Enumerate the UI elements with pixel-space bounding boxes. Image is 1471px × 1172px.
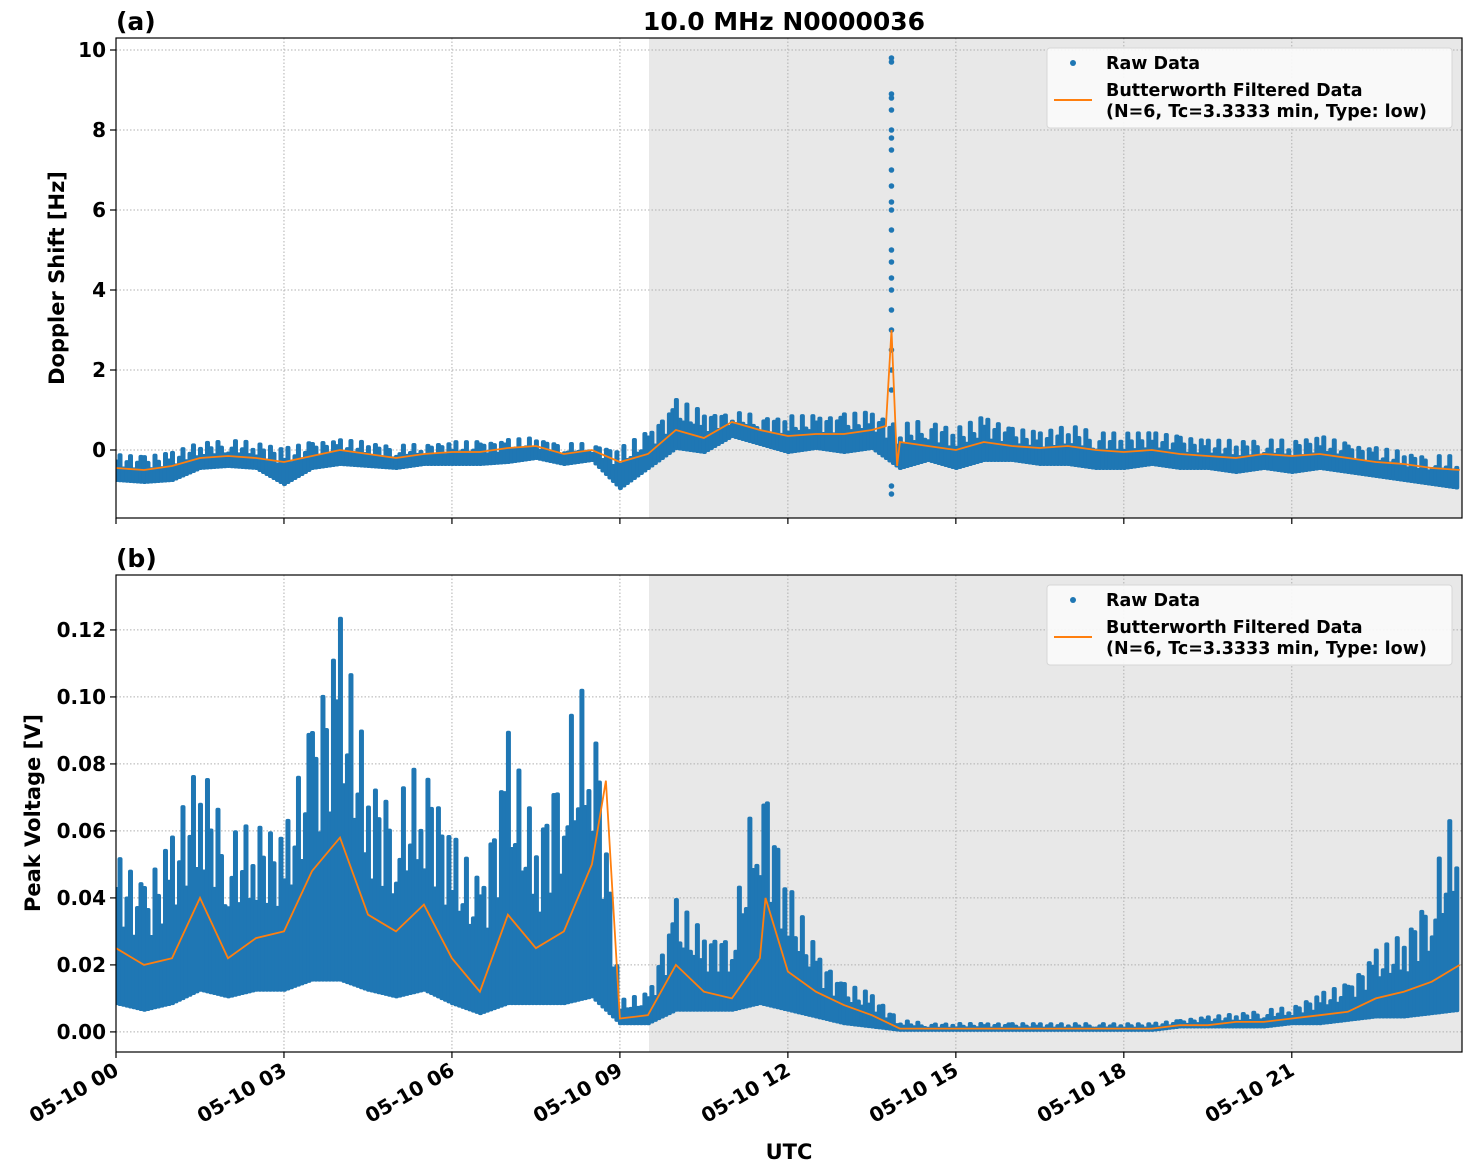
legend-filtered-params: (N=6, Tc=3.3333 min, Type: low)	[1106, 639, 1427, 659]
y-tick-label: 0.10	[57, 685, 106, 709]
raw-data-point	[888, 207, 895, 213]
legend-filtered-label: Butterworth Filtered Data	[1106, 618, 1363, 638]
raw-data-point	[888, 147, 895, 153]
filtered-data-line	[116, 780, 1461, 1030]
raw-data-point	[888, 483, 895, 489]
raw-data-point	[888, 247, 895, 253]
raw-data-point	[888, 167, 895, 173]
raw-data-point	[888, 95, 895, 101]
y-tick-label: 4	[92, 278, 106, 302]
raw-data-point	[888, 91, 895, 97]
legend-filtered-label: Butterworth Filtered Data	[1106, 81, 1363, 101]
raw-data-point	[888, 107, 895, 113]
raw-data-point	[888, 55, 895, 61]
raw-data-point	[888, 275, 895, 281]
x-tick-label: 05-10 06	[361, 1058, 459, 1128]
legend-raw-marker	[1070, 597, 1076, 603]
raw-data-point	[888, 287, 895, 293]
y-axis-label-a: Doppler Shift [Hz]	[45, 171, 69, 385]
raw-data-point	[888, 127, 895, 133]
raw-data-point	[888, 199, 895, 205]
x-tick-label: 05-10 00	[25, 1058, 123, 1128]
axes-frame	[115, 37, 1463, 519]
raw-data-point	[888, 307, 895, 313]
raw-data-point-band	[1454, 465, 1460, 490]
y-tick-label: 0	[92, 438, 106, 462]
y-tick-label: 0.12	[57, 618, 106, 642]
legend-raw-marker	[1070, 60, 1076, 66]
raw-data-point	[888, 227, 895, 233]
panel-label-a: (a)	[116, 7, 156, 36]
legend-box	[1046, 47, 1453, 129]
legend-box	[1046, 584, 1453, 666]
chart-title: 10.0 MHz N0000036	[643, 7, 925, 36]
x-tick-label: 05-10 15	[865, 1058, 963, 1128]
panel-a: 0 2 4 6 8 10 Raw Data Butterworth Filtered Data…	[78, 37, 1463, 524]
y-axis-label-b: Peak Voltage [V]	[21, 714, 45, 912]
plot-area	[116, 616, 1461, 1032]
x-tick-label: 05-10 09	[529, 1058, 627, 1128]
raw-data-point	[888, 259, 895, 265]
plot-area	[116, 55, 1460, 497]
legend: Raw Data Butterworth Filtered Data(N=6, T…	[1046, 584, 1453, 666]
legend-raw-label: Raw Data	[1106, 591, 1200, 611]
filtered-data-line	[116, 329, 1460, 471]
y-tick-label: 8	[92, 118, 106, 142]
y-tick-label: 0.04	[57, 886, 106, 910]
x-tick-label: 05-10 12	[697, 1058, 795, 1128]
raw-data-point	[888, 183, 895, 189]
legend: Raw Data Butterworth Filtered Data(N=6, T…	[1046, 47, 1453, 129]
raw-data-point	[888, 59, 895, 65]
y-tick-label: 0.06	[57, 819, 106, 843]
x-axis-label: UTC	[766, 1140, 813, 1164]
raw-data-point-band	[1454, 866, 1460, 1013]
y-tick-label: 2	[92, 358, 106, 382]
y-tick-label: 0.02	[57, 953, 106, 977]
y-tick-label: 0.08	[57, 752, 106, 776]
legend-raw-label: Raw Data	[1106, 54, 1200, 74]
panel-b: 05-10 00 05-10 03 05-10 06 05-10 09 05-10 12…	[25, 574, 1463, 1128]
raw-data-point	[888, 387, 895, 393]
y-tick-label: 10	[78, 38, 106, 62]
raw-data-point	[888, 135, 895, 141]
axes-frame	[115, 574, 1463, 1053]
legend-filtered-params: (N=6, Tc=3.3333 min, Type: low)	[1106, 102, 1427, 122]
panel-label-b: (b)	[116, 544, 157, 573]
y-tick-label: 6	[92, 198, 106, 222]
x-tick-label: 05-10 21	[1201, 1058, 1299, 1128]
x-tick-label: 05-10 03	[193, 1058, 291, 1128]
raw-data-point	[888, 491, 895, 497]
x-tick-label: 05-10 18	[1033, 1058, 1131, 1128]
y-tick-label: 0.00	[57, 1020, 106, 1044]
